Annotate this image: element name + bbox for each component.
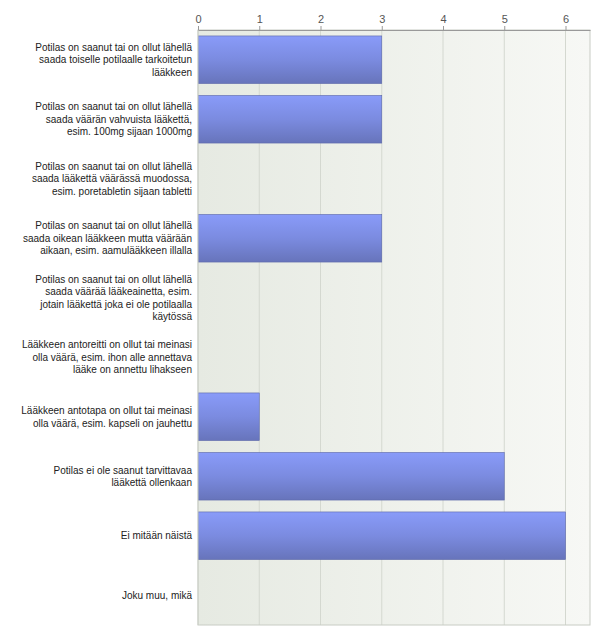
label-line: Potilas on saanut tai on ollut lähellä: [35, 274, 192, 285]
bars: [198, 36, 566, 560]
tick: 0: [195, 13, 201, 30]
bar: [198, 95, 382, 143]
label-line: Potilas on saanut tai on ollut lähellä: [35, 220, 192, 231]
category-label: Potilas on saanut tai on ollut lähellä sa…: [35, 101, 192, 137]
grid: [198, 30, 566, 625]
label-line: lääkkeen: [152, 67, 192, 78]
label-line: lääke on annettu lihakseen: [73, 364, 192, 375]
bar: [198, 36, 382, 84]
category-label: Potilas ei ole saanut tarvittavaalääkett…: [54, 465, 193, 489]
label-line: Joku muu, mikä: [122, 590, 192, 601]
label-line: Potilas ei ole saanut tarvittavaa: [54, 465, 193, 476]
label-line: Potilas on saanut tai on ollut lähellä: [35, 42, 192, 53]
category-label: Potilas on saanut tai on ollut lähellä sa…: [23, 220, 192, 256]
x-axis: 0 1 2 3 4 5 6: [195, 13, 590, 31]
label-line: saada väärää lääkeainetta, esim.: [45, 286, 192, 297]
label-line: Potilas on saanut tai on ollut lähellä: [35, 101, 192, 112]
plot-background: [198, 30, 590, 625]
label-line: esim. 100mg sijaan 1000mg: [67, 126, 192, 137]
label-line: Lääkkeen antotapa on ollut tai meinasi: [21, 405, 192, 416]
category-label: Ei mitään näistä: [121, 530, 193, 541]
label-line: olla väärä, esim. kapseli on jauhettu: [33, 418, 192, 429]
category-label: Potilas on saanut tai on ollut lähelläsa…: [35, 42, 192, 78]
label-line: olla väärä, esim. ihon alle annettava: [32, 352, 192, 363]
label-line: saada oikean lääkkeen mutta väärään: [23, 233, 192, 244]
tick-label: 6: [563, 13, 569, 25]
tick-mark: [321, 26, 322, 30]
tick-label: 3: [379, 13, 385, 25]
axis-line: [199, 30, 591, 31]
tick: 4: [440, 13, 446, 30]
tick: 1: [257, 13, 263, 30]
tick-label: 0: [195, 13, 201, 25]
bar: [198, 393, 259, 441]
label-line: Lääkkeen antoreitti on ollut tai meinasi: [22, 339, 192, 350]
label-line: Potilas on saanut tai on ollut lähellä: [35, 161, 192, 172]
tick-mark: [443, 26, 444, 30]
plot: 0 1 2 3 4 5 6: [195, 13, 590, 625]
category-label: Lääkkeen antoreitti on ollut tai meinasi…: [22, 339, 193, 375]
category-label: Joku muu, mikä: [122, 590, 192, 601]
bar: [198, 214, 382, 262]
tick-label: 5: [502, 13, 508, 25]
label-line: Ei mitään näistä: [121, 530, 193, 541]
chart: 0 1 2 3 4 5 6 Potilas on saanut tai on ollut lä…: [0, 0, 600, 640]
tick: 3: [379, 13, 385, 30]
tick-label: 4: [440, 13, 446, 25]
label-line: saada toiselle potilaalle tarkoitetun: [39, 54, 192, 65]
tick-mark: [566, 26, 567, 30]
label-line: saada väärän vahvuista lääkettä,: [46, 114, 192, 125]
category-label: Potilas on saanut tai on ollut lähelläsa…: [32, 161, 193, 197]
tick-label: 1: [257, 13, 263, 25]
label-line: saada lääkettä väärässä muodossa,: [32, 173, 192, 184]
tick-mark: [504, 26, 505, 30]
plot-frame: [198, 30, 590, 625]
label-line: käytössä: [153, 311, 193, 322]
label-line: jotain lääkettä joka ei ole potilaalla: [39, 299, 192, 310]
tick-mark: [382, 26, 383, 30]
label-line: lääkettä ollenkaan: [111, 477, 192, 488]
tick: 2: [318, 13, 324, 30]
bar: [198, 512, 566, 560]
tick: 6: [563, 13, 569, 30]
tick: 5: [502, 13, 508, 30]
bar: [198, 452, 504, 500]
tick-mark: [198, 26, 199, 30]
y-labels: Potilas on saanut tai on ollut lähelläsa…: [21, 42, 192, 601]
label-line: esim. poretabletin sijaan tabletti: [52, 186, 192, 197]
tick-mark: [259, 26, 260, 30]
tick-label: 2: [318, 13, 324, 25]
category-label: Lääkkeen antotapa on ollut tai meinasi ol…: [21, 405, 192, 429]
category-label: Potilas on saanut tai on ollut lähelläsa…: [35, 274, 192, 323]
label-line: aikaan, esim. aamulääkkeen illalla: [40, 245, 192, 256]
